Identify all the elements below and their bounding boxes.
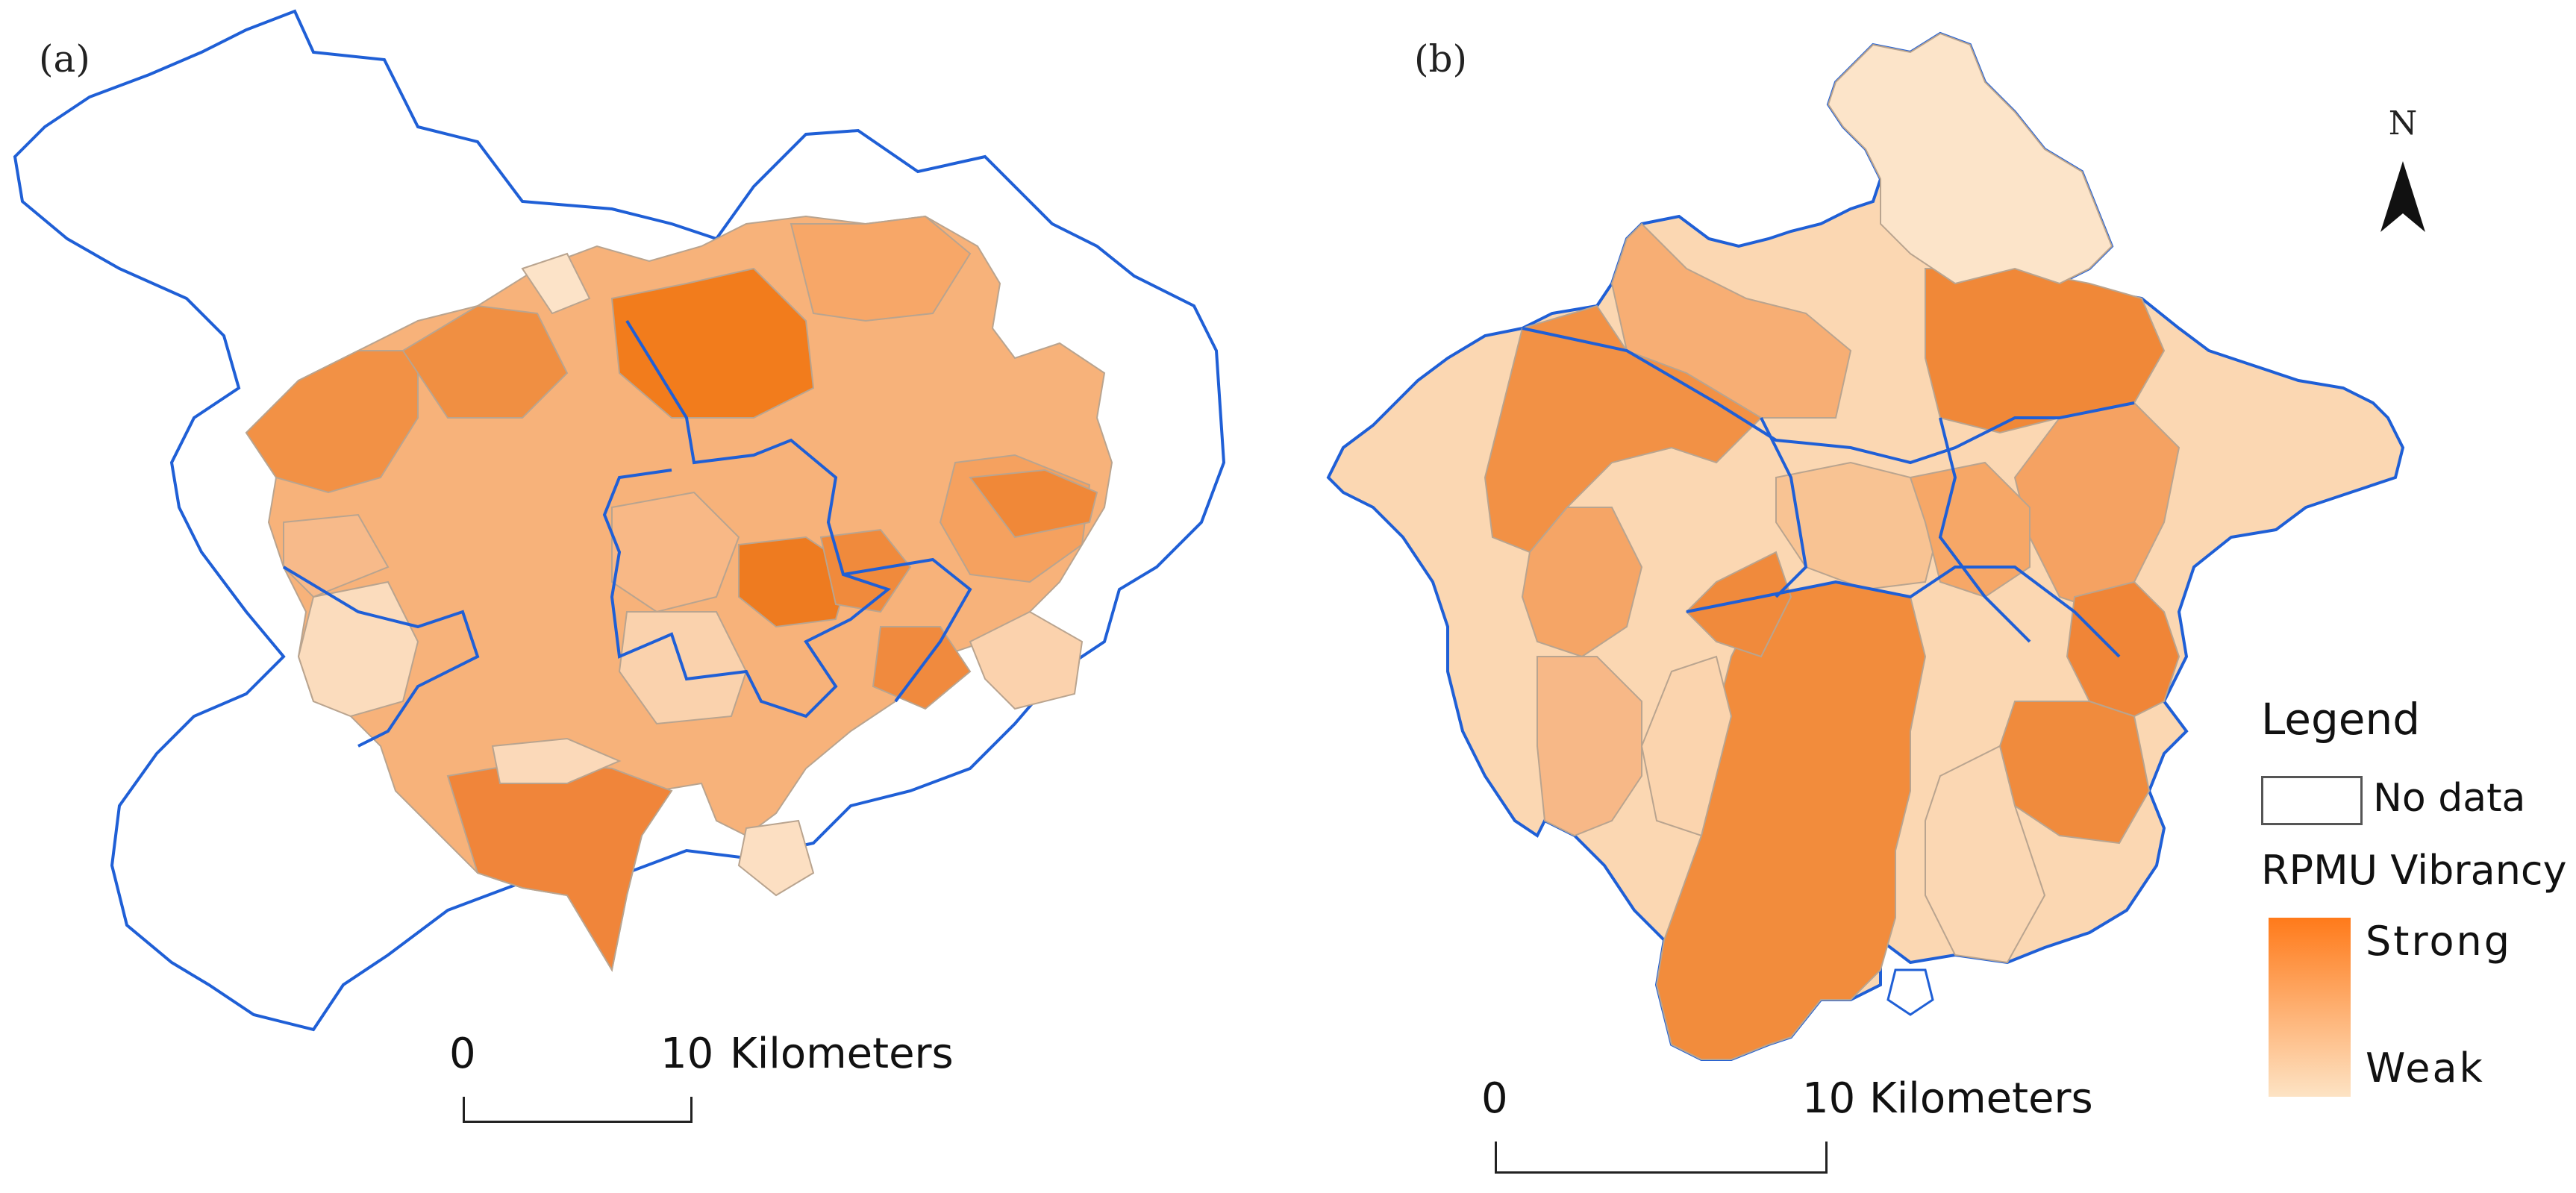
map-a-district-boundary xyxy=(842,557,972,703)
scale-b-end: 10 xyxy=(1802,1074,1856,1123)
map-b-unit xyxy=(2066,580,2180,718)
map-a xyxy=(13,9,1226,1032)
panel-b-label: (b) xyxy=(1414,37,1468,81)
map-a-unit xyxy=(611,491,740,613)
map-b-unit xyxy=(1775,461,1942,591)
legend-color-ramp xyxy=(2269,918,2351,1097)
map-a-district-boundary xyxy=(602,319,892,718)
legend-nodata-label: No data xyxy=(2373,776,2526,821)
scale-a-start: 0 xyxy=(449,1030,476,1078)
map-b-unit xyxy=(1610,222,1852,419)
map-a-unit xyxy=(297,580,419,718)
map-a-unit xyxy=(245,350,419,494)
scale-bar-a: 0 10 Kilometers xyxy=(448,1030,985,1134)
north-arrow-icon xyxy=(2380,161,2425,232)
legend-title: Legend xyxy=(2261,694,2421,745)
map-a-unit xyxy=(521,252,591,315)
map-b-district-boundary xyxy=(1522,327,2135,658)
panel-a-label: (a) xyxy=(39,37,90,81)
map-b-unit xyxy=(1925,745,2046,964)
map-b-unit xyxy=(1827,32,2113,285)
legend-weak-label: Weak xyxy=(2366,1045,2485,1092)
map-b-nodata-area xyxy=(1886,968,1934,1016)
scale-a-end: 10 xyxy=(660,1030,714,1078)
legend: Legend No data RPMU Vibrancy Strong Weak xyxy=(2261,694,2575,1112)
map-b-unit xyxy=(1536,656,1642,837)
map-b-unit xyxy=(1521,507,1643,658)
map-a-unit xyxy=(738,536,852,628)
map-a-unit xyxy=(790,215,972,322)
map-a-unit xyxy=(401,304,569,419)
map-a-unit xyxy=(737,819,815,897)
map-b-unit xyxy=(1640,655,1733,837)
scale-b-start: 0 xyxy=(1481,1074,1508,1123)
map-b-unit xyxy=(1909,461,2031,598)
scale-a-bar xyxy=(463,1097,693,1123)
map-a-district-boundary xyxy=(282,566,480,748)
scale-a-unit: Kilometers xyxy=(730,1030,954,1078)
legend-vibrancy-title: RPMU Vibrancy xyxy=(2261,847,2567,894)
north-letter: N xyxy=(2388,104,2418,143)
map-b xyxy=(1326,31,2405,1061)
scale-bar-b: 0 10 Kilometers xyxy=(1481,1074,2153,1186)
map-a-unit xyxy=(283,513,390,598)
legend-strong-label: Strong xyxy=(2366,918,2513,965)
map-a-unit xyxy=(969,610,1084,710)
map-a-unit xyxy=(969,469,1098,539)
north-arrow: N xyxy=(2373,104,2433,239)
scale-b-bar xyxy=(1495,1142,1828,1174)
scale-b-unit: Kilometers xyxy=(1869,1074,2093,1123)
legend-nodata-swatch xyxy=(2261,776,2363,825)
map-a-unit xyxy=(491,737,622,784)
